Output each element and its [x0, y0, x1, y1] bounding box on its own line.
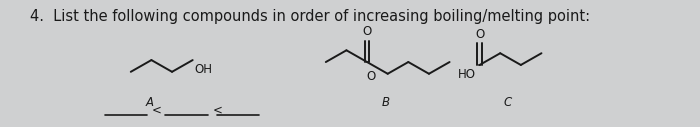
Text: A: A — [146, 96, 153, 109]
Text: <: < — [151, 104, 161, 117]
Text: HO: HO — [458, 68, 476, 81]
Text: O: O — [366, 70, 375, 83]
Text: OH: OH — [195, 63, 213, 76]
Text: O: O — [475, 28, 484, 41]
Text: B: B — [382, 96, 390, 109]
Text: C: C — [503, 96, 512, 109]
Text: <: < — [212, 104, 222, 117]
Text: 4.  List the following compounds in order of increasing boiling/melting point:: 4. List the following compounds in order… — [29, 9, 589, 24]
Text: O: O — [363, 25, 372, 38]
